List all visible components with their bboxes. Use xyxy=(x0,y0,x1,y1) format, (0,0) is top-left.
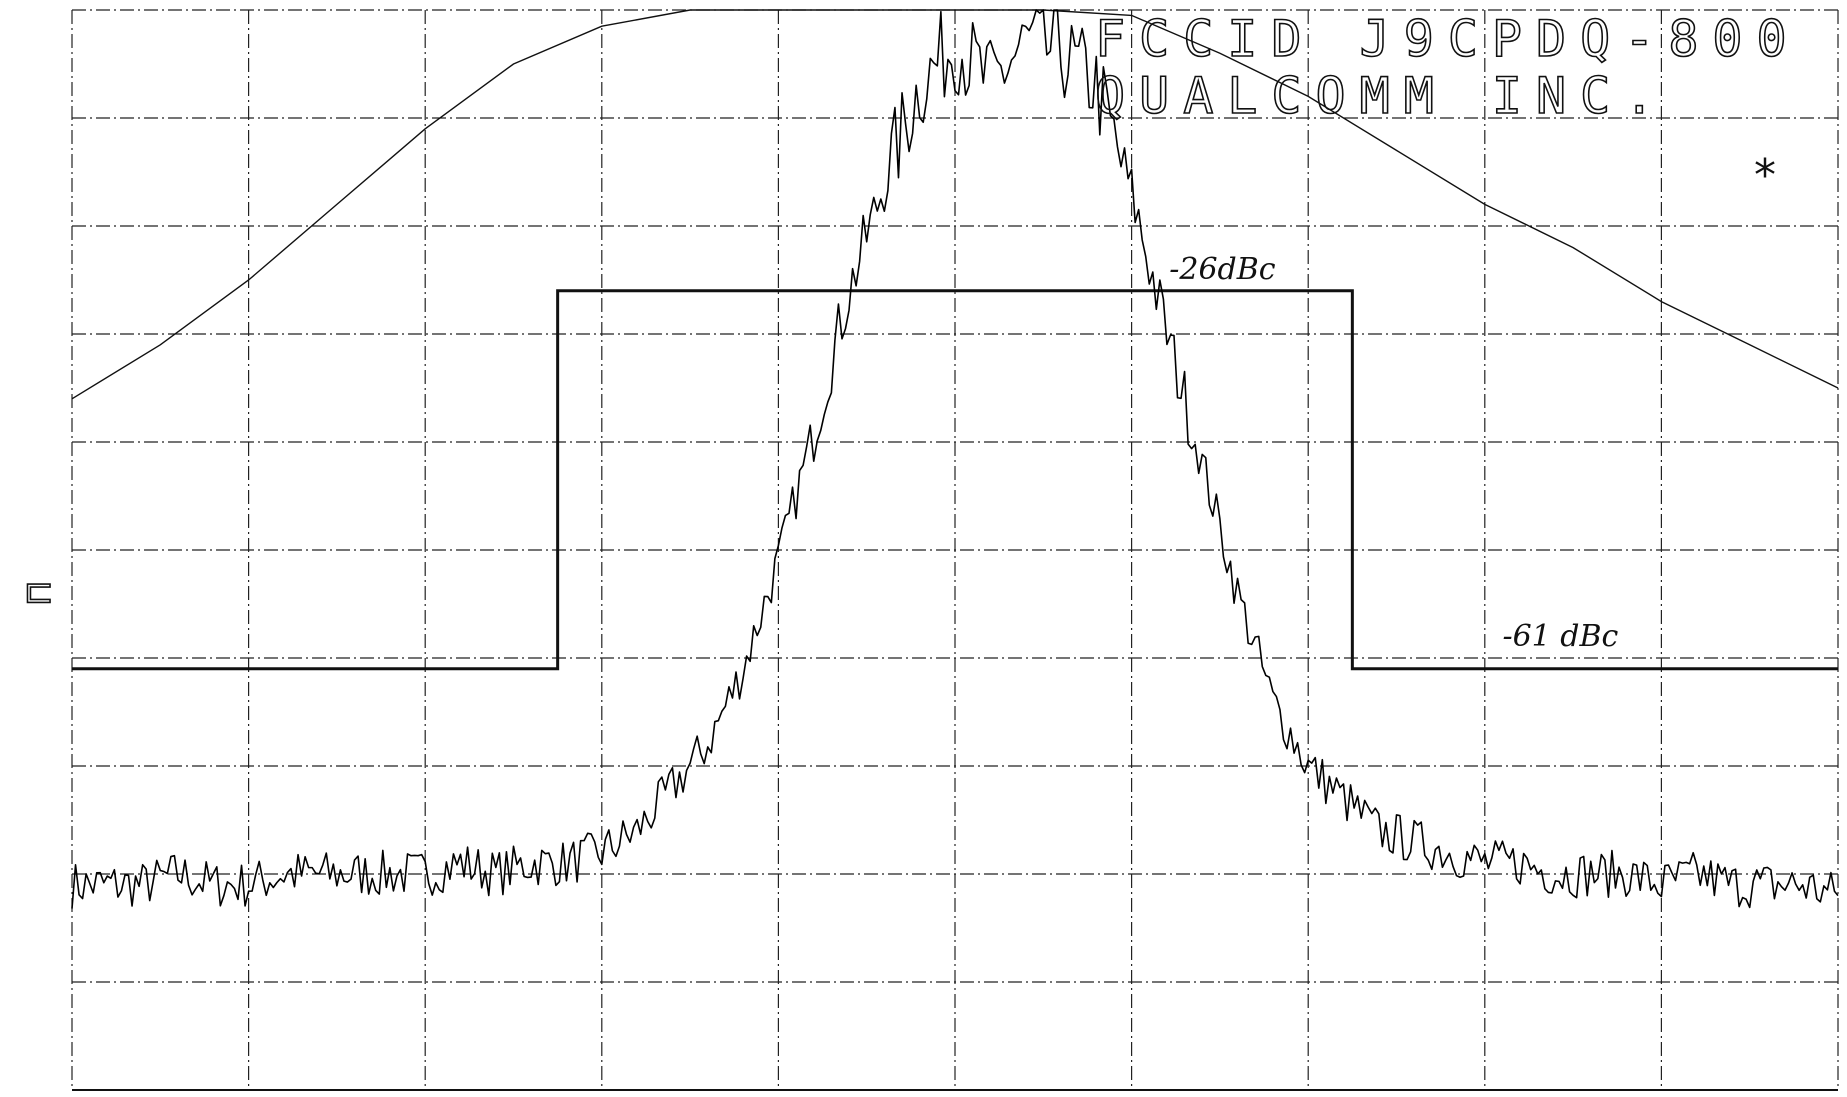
emission-mask-line xyxy=(72,289,1838,671)
side-mark: ⊓ xyxy=(18,582,59,604)
spectrum-trace xyxy=(71,9,1839,909)
company-label: QUALCOMM INC. xyxy=(1095,67,1668,125)
annotation-label: -26dBc xyxy=(1169,252,1276,287)
annotation-layer: -26dBc -61 dBc xyxy=(1169,252,1618,654)
marker-asterisk: * xyxy=(1754,150,1776,201)
fccid-label: FCCID J9CPDQ-800 xyxy=(1095,10,1801,68)
annotation-label: -61 dBc xyxy=(1502,619,1618,654)
graticule xyxy=(71,9,1839,1091)
